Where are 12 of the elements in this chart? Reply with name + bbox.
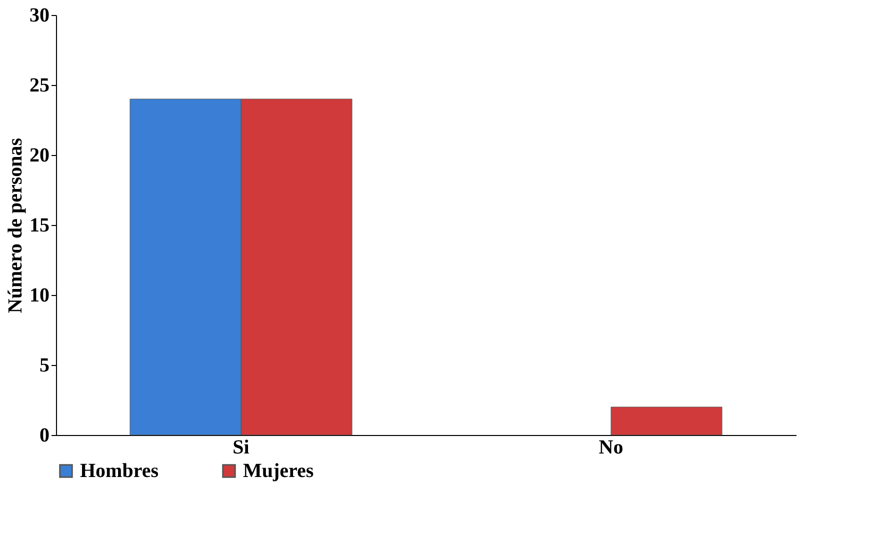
y-axis-title: Número de personas [4, 138, 26, 314]
y-tick-label: 10 [30, 284, 50, 306]
y-tick-label: 5 [40, 354, 50, 376]
y-tick-label: 15 [30, 214, 50, 236]
y-tick-label: 30 [30, 4, 50, 26]
y-tick-label: 25 [30, 74, 50, 96]
x-tick-label: No [598, 436, 624, 458]
legend-label: Hombres [80, 460, 159, 482]
y-tick-label: 20 [30, 144, 50, 166]
x-tick-label: Si [232, 436, 250, 458]
y-tick-label: 0 [40, 424, 50, 446]
legend-label: Mujeres [243, 460, 314, 482]
